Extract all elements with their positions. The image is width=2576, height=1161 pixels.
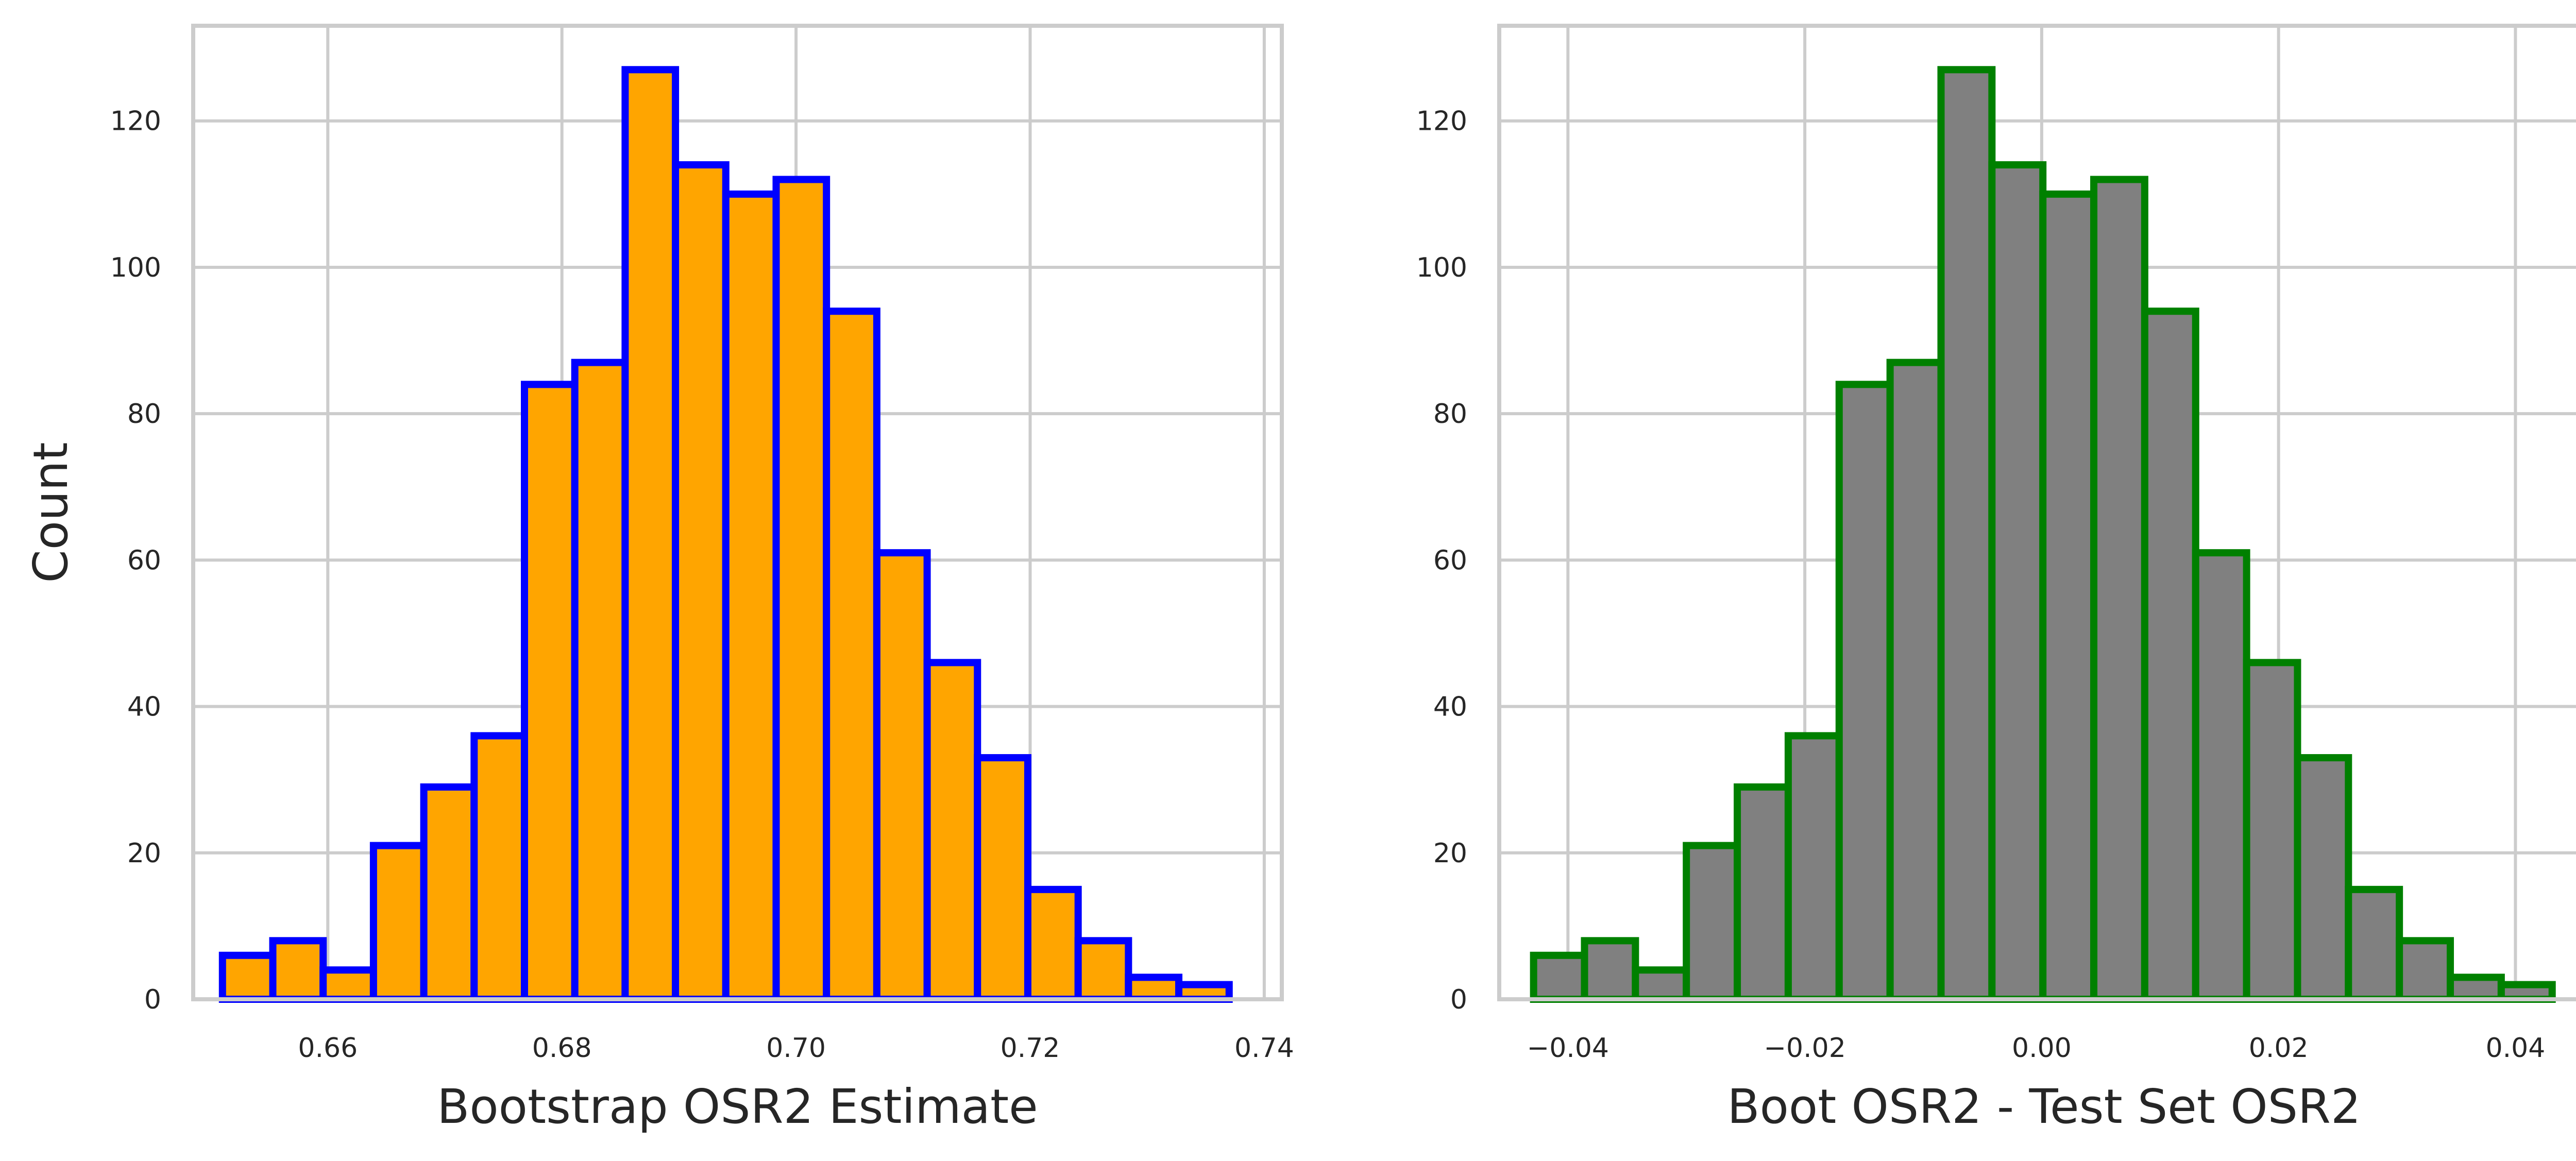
left-y-tick-label: 100 bbox=[110, 252, 161, 283]
right-y-tick-label: 0 bbox=[1450, 984, 1467, 1015]
right-histogram-bar bbox=[2192, 549, 2250, 1003]
right-x-axis-label: Boot OSR2 - Test Set OSR2 bbox=[1727, 1079, 2361, 1134]
right-y-tick-label: 100 bbox=[1416, 252, 1467, 283]
left-histogram-bar bbox=[772, 176, 831, 1003]
left-histogram-panel: 0 20 40 60 80 100 120 0.66 0.68 0.70 0.72 0.74 Boots… bbox=[23, 24, 1294, 1134]
left-y-axis-label: Count bbox=[23, 442, 78, 583]
left-histogram-bar bbox=[621, 66, 680, 1003]
right-histogram-bar bbox=[1734, 783, 1792, 1003]
left-y-tick-label: 60 bbox=[127, 545, 161, 576]
left-histogram-bar bbox=[420, 783, 478, 1003]
left-x-axis-label: Bootstrap OSR2 Estimate bbox=[437, 1079, 1038, 1134]
right-histogram-bar bbox=[2294, 754, 2352, 1003]
right-histogram-bar bbox=[2396, 937, 2454, 1003]
right-x-tick-label: 0.02 bbox=[2249, 1033, 2309, 1064]
left-histogram-bar bbox=[873, 549, 931, 1003]
right-plot-frame bbox=[1497, 24, 2576, 1001]
right-y-tick-label: 120 bbox=[1416, 106, 1467, 137]
left-plot-frame bbox=[191, 24, 1284, 1001]
right-histogram-bar bbox=[1835, 381, 1894, 1003]
left-histogram-bar bbox=[319, 966, 377, 1003]
right-histogram-bar bbox=[2243, 659, 2301, 1003]
right-histogram-bar bbox=[2345, 885, 2403, 1003]
right-histogram-bar bbox=[1683, 842, 1741, 1003]
left-histogram-bar bbox=[218, 951, 277, 1003]
right-histogram-bar bbox=[2447, 974, 2505, 1003]
right-histogram-bar bbox=[1784, 732, 1843, 1003]
right-x-tick-label: −0.02 bbox=[1764, 1033, 1845, 1064]
left-histogram-bar bbox=[1125, 974, 1183, 1003]
left-y-tick-label: 0 bbox=[144, 984, 161, 1015]
left-x-tick-label: 0.66 bbox=[298, 1033, 358, 1064]
right-x-tick-label: 0.04 bbox=[2486, 1033, 2546, 1064]
left-histogram-bar bbox=[369, 842, 428, 1003]
left-y-tick-label: 20 bbox=[127, 838, 161, 869]
left-histogram-bar bbox=[1024, 885, 1082, 1003]
left-histogram-bar bbox=[571, 358, 629, 1003]
right-y-tick-label: 40 bbox=[1433, 692, 1467, 723]
left-y-tick-label: 80 bbox=[127, 399, 161, 430]
left-histogram-bar bbox=[722, 190, 780, 1003]
right-histogram-bar bbox=[2090, 176, 2148, 1003]
left-x-tick-label: 0.74 bbox=[1234, 1033, 1294, 1064]
left-histogram-bar bbox=[1175, 981, 1233, 1003]
left-histogram-bar bbox=[923, 659, 981, 1003]
left-histogram-bar bbox=[823, 308, 880, 1003]
right-y-tick-label: 60 bbox=[1433, 545, 1467, 576]
left-y-tick-label: 40 bbox=[127, 692, 161, 723]
left-x-tick-label: 0.72 bbox=[1001, 1033, 1060, 1064]
right-histogram-bar bbox=[1937, 66, 1996, 1003]
right-histogram-bar bbox=[1581, 937, 1639, 1003]
right-histogram-bar bbox=[1632, 966, 1690, 1003]
right-y-tick-label: 80 bbox=[1433, 399, 1467, 430]
left-x-tick-label: 0.70 bbox=[766, 1033, 826, 1064]
right-histogram-panel: 0 20 40 60 80 100 120 −0.04 −0.02 0.00 0.02 0.04 Boo… bbox=[1416, 24, 2576, 1134]
right-histogram-bar bbox=[1988, 161, 2047, 1003]
left-y-tick-label: 120 bbox=[110, 106, 161, 137]
left-histogram-bar bbox=[470, 732, 528, 1003]
right-histogram-bar bbox=[1530, 951, 1588, 1003]
right-x-tick-label: 0.00 bbox=[2012, 1033, 2072, 1064]
right-y-tick-label: 20 bbox=[1433, 838, 1467, 869]
right-histogram-bar bbox=[2141, 308, 2199, 1003]
left-x-tick-label: 0.68 bbox=[532, 1033, 592, 1064]
right-x-tick-label: −0.04 bbox=[1527, 1033, 1609, 1064]
right-histogram-bar bbox=[2039, 190, 2098, 1003]
right-histogram-bar bbox=[2497, 981, 2556, 1003]
right-histogram-bar bbox=[1886, 358, 1945, 1003]
left-histogram-bar bbox=[269, 937, 327, 1003]
left-histogram-bar bbox=[672, 161, 730, 1003]
left-histogram-bar bbox=[974, 754, 1031, 1003]
left-histogram-bar bbox=[1074, 937, 1132, 1003]
left-histogram-bar bbox=[520, 381, 579, 1003]
